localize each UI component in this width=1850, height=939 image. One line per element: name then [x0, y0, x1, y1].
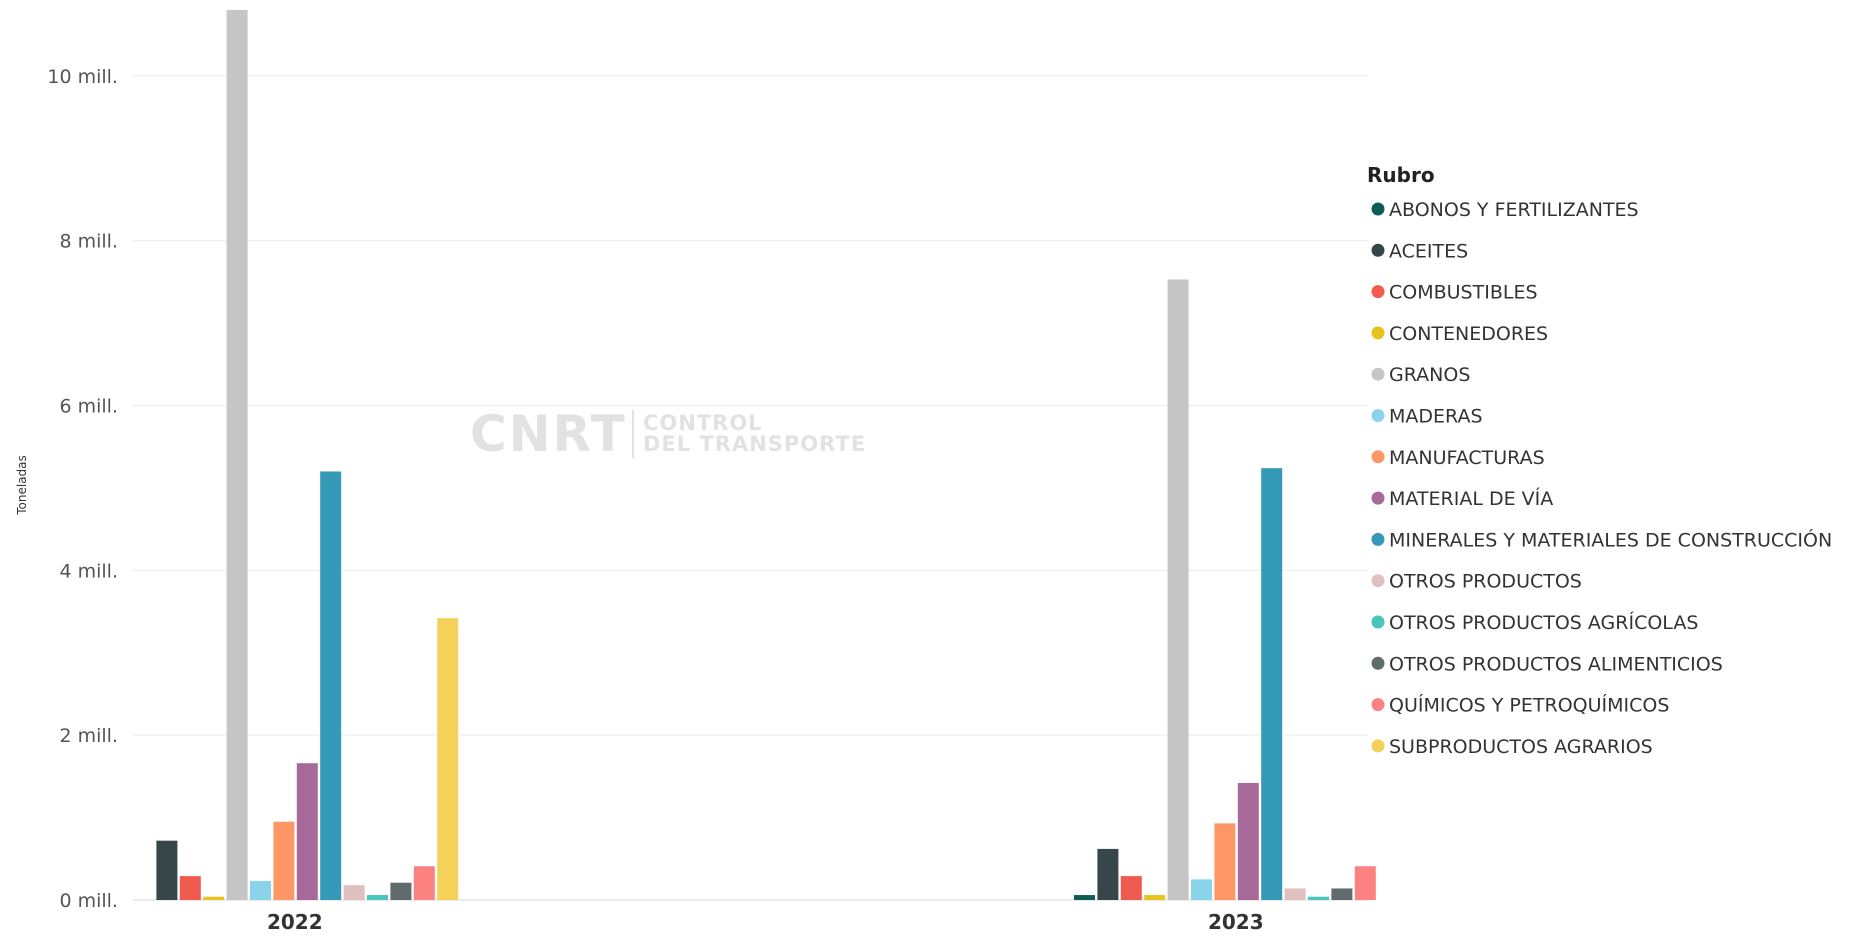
legend-marker [1371, 285, 1385, 299]
y-tick-label: 2 mill. [59, 725, 118, 747]
bar[interactable] [1120, 876, 1142, 900]
legend-marker [1371, 243, 1385, 257]
legend-label[interactable]: OTROS PRODUCTOS AGRÍCOLAS [1389, 611, 1698, 634]
bar[interactable] [203, 896, 225, 900]
bar[interactable] [1074, 895, 1095, 900]
bar[interactable] [1144, 895, 1166, 900]
watermark-line-1: CONTROL [643, 411, 763, 435]
legend-marker [1371, 532, 1385, 546]
bar[interactable] [1331, 888, 1353, 900]
bar[interactable] [296, 763, 318, 900]
legend-label[interactable]: COMBUSTIBLES [1389, 282, 1538, 304]
legend-label[interactable]: GRANOS [1389, 364, 1470, 386]
legend-label[interactable]: ACEITES [1389, 240, 1468, 262]
legend: Rubro ABONOS Y FERTILIZANTES ACEITES COMBU… [1367, 163, 1832, 758]
y-axis-title: Toneladas [15, 455, 29, 516]
legend-label[interactable]: MADERAS [1389, 406, 1483, 428]
bar[interactable] [1308, 896, 1329, 900]
bar[interactable] [1214, 823, 1236, 900]
legend-marker [1371, 739, 1385, 753]
bar[interactable] [320, 471, 342, 900]
y-tick-label: 8 mill. [59, 231, 118, 253]
watermark-divider [632, 410, 634, 458]
legend-label[interactable]: OTROS PRODUCTOS ALIMENTICIOS [1389, 653, 1723, 675]
legend-label[interactable]: SUBPRODUCTOS AGRARIOS [1389, 736, 1653, 758]
y-tick-label: 0 mill. [59, 890, 118, 912]
bar[interactable] [1191, 879, 1212, 900]
bar[interactable] [1354, 866, 1376, 900]
x-category-label: 2022 [267, 910, 323, 934]
legend-marker [1371, 202, 1385, 216]
bar[interactable] [156, 840, 178, 900]
bar[interactable] [343, 885, 365, 900]
x-axis-categories: 2022 2023 [267, 910, 1264, 934]
legend-label[interactable]: QUÍMICOS Y PETROQUÍMICOS [1389, 694, 1669, 717]
bar[interactable] [250, 881, 271, 900]
cnrt-watermark-logo: CNRT CONTROL DEL TRANSPORTE [470, 405, 866, 463]
y-tick-label: 6 mill. [59, 396, 118, 418]
legend-label[interactable]: OTROS PRODUCTOS [1389, 571, 1582, 593]
legend-label[interactable]: ABONOS Y FERTILIZANTES [1389, 199, 1639, 221]
bar[interactable] [1237, 782, 1259, 900]
watermark-line-2: DEL TRANSPORTE [643, 432, 866, 456]
bar[interactable] [413, 866, 435, 900]
legend-label[interactable]: MATERIAL DE VÍA [1389, 487, 1553, 510]
bar[interactable] [390, 882, 412, 900]
watermark-main-text: CNRT [470, 405, 627, 463]
bar[interactable] [367, 895, 388, 900]
y-tick-label: 4 mill. [59, 560, 118, 582]
legend-marker [1371, 656, 1385, 670]
legend-marker [1371, 491, 1385, 505]
legend-marker [1371, 698, 1385, 712]
y-tick-label: 10 mill. [47, 66, 118, 88]
legend-label[interactable]: CONTENEDORES [1389, 323, 1548, 345]
legend-label[interactable]: MANUFACTURAS [1389, 447, 1545, 469]
legend-marker [1371, 615, 1385, 629]
bar[interactable] [226, 10, 248, 900]
bar[interactable] [1167, 279, 1189, 900]
y-axis-ticks: 0 mill. 2 mill. 4 mill. 6 mill. 8 mill. 10 mi… [47, 66, 118, 912]
bar[interactable] [179, 876, 201, 900]
legend-marker [1371, 326, 1385, 340]
legend-marker [1371, 574, 1385, 588]
bars [156, 10, 1376, 900]
bar[interactable] [273, 821, 295, 900]
bar[interactable] [1097, 848, 1119, 900]
bar[interactable] [437, 618, 459, 900]
bar[interactable] [1261, 468, 1283, 900]
bar[interactable] [1284, 888, 1306, 900]
legend-label[interactable]: MINERALES Y MATERIALES DE CONSTRUCCIÓN [1389, 527, 1832, 551]
legend-title: Rubro [1367, 163, 1435, 187]
x-category-label: 2023 [1208, 910, 1264, 934]
legend-marker [1371, 409, 1385, 422]
legend-marker [1371, 450, 1385, 464]
legend-marker [1371, 367, 1385, 381]
